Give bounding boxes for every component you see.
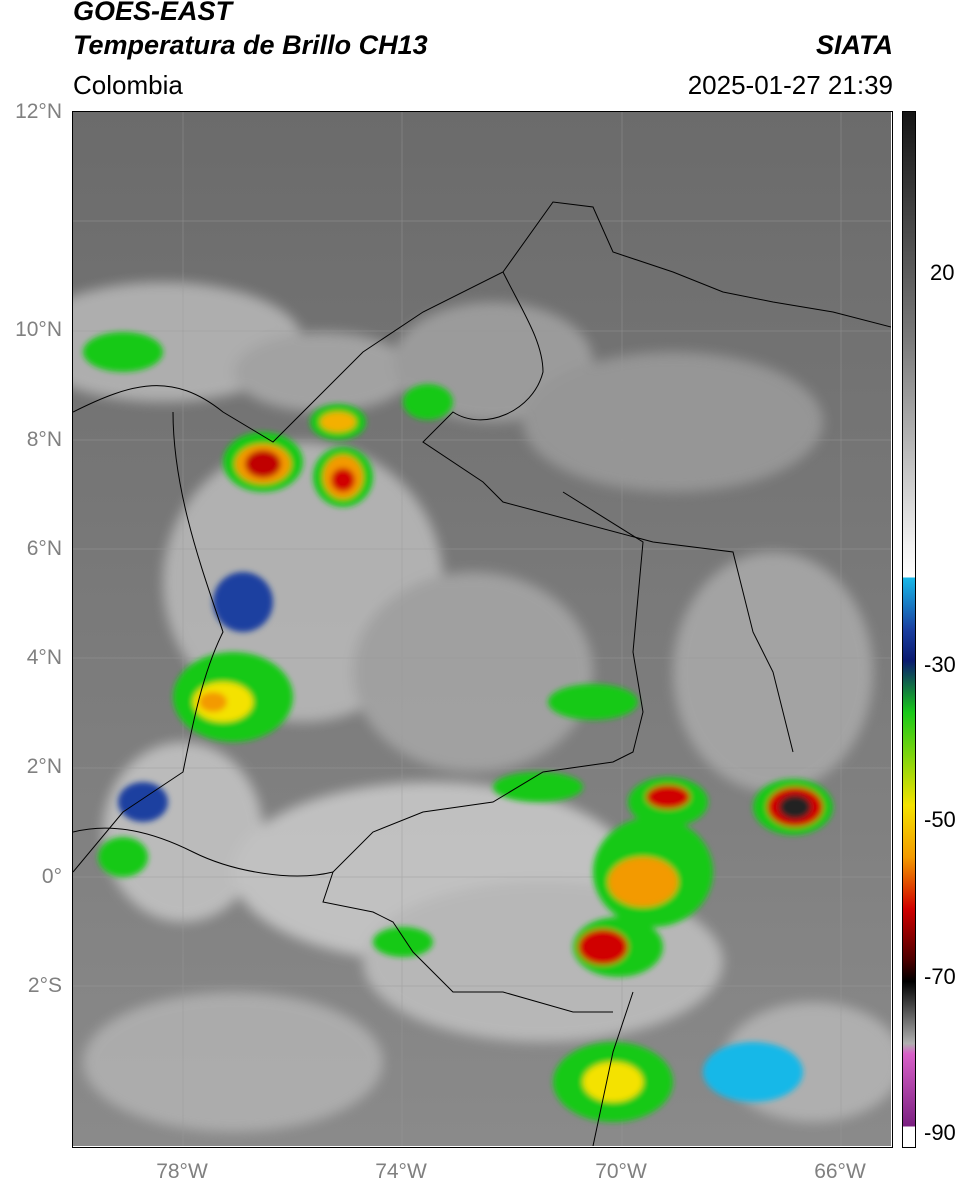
colorbar-tick: -70 bbox=[924, 964, 956, 989]
satellite-map[interactable] bbox=[23, 111, 903, 1148]
lon-label: 74°W bbox=[375, 1160, 427, 1183]
colorbar bbox=[902, 111, 916, 1148]
product-title: GOES-EAST bbox=[73, 0, 233, 26]
map-canvas bbox=[23, 112, 903, 1147]
lat-label: 2°S bbox=[27, 974, 62, 997]
colorbar-tick: -90 bbox=[924, 1120, 956, 1145]
colorbar-tick: -50 bbox=[924, 807, 956, 832]
lat-label: 10°N bbox=[15, 318, 62, 341]
graticule bbox=[73, 112, 891, 1146]
lon-label: 78°W bbox=[156, 1160, 208, 1183]
lat-label: 4°N bbox=[26, 646, 62, 669]
lat-label: 12°N bbox=[15, 100, 62, 123]
lat-label: 2°N bbox=[26, 755, 62, 778]
lon-label: 66°W bbox=[814, 1160, 866, 1183]
channel-title: Temperatura de Brillo CH13 bbox=[73, 30, 428, 60]
colorbar-tick: 20 bbox=[930, 260, 955, 285]
lat-label: 0° bbox=[41, 865, 62, 888]
lon-label: 70°W bbox=[595, 1160, 647, 1183]
storm-cells bbox=[83, 332, 833, 1122]
region-label: Colombia bbox=[73, 70, 183, 100]
lat-label: 8°N bbox=[26, 428, 62, 451]
lat-label: 6°N bbox=[26, 537, 62, 560]
timestamp-label: 2025-01-27 21:39 bbox=[687, 70, 893, 100]
borders bbox=[72, 201, 892, 1147]
agency-label: SIATA bbox=[816, 30, 893, 60]
colorbar-tick: -30 bbox=[924, 652, 956, 677]
